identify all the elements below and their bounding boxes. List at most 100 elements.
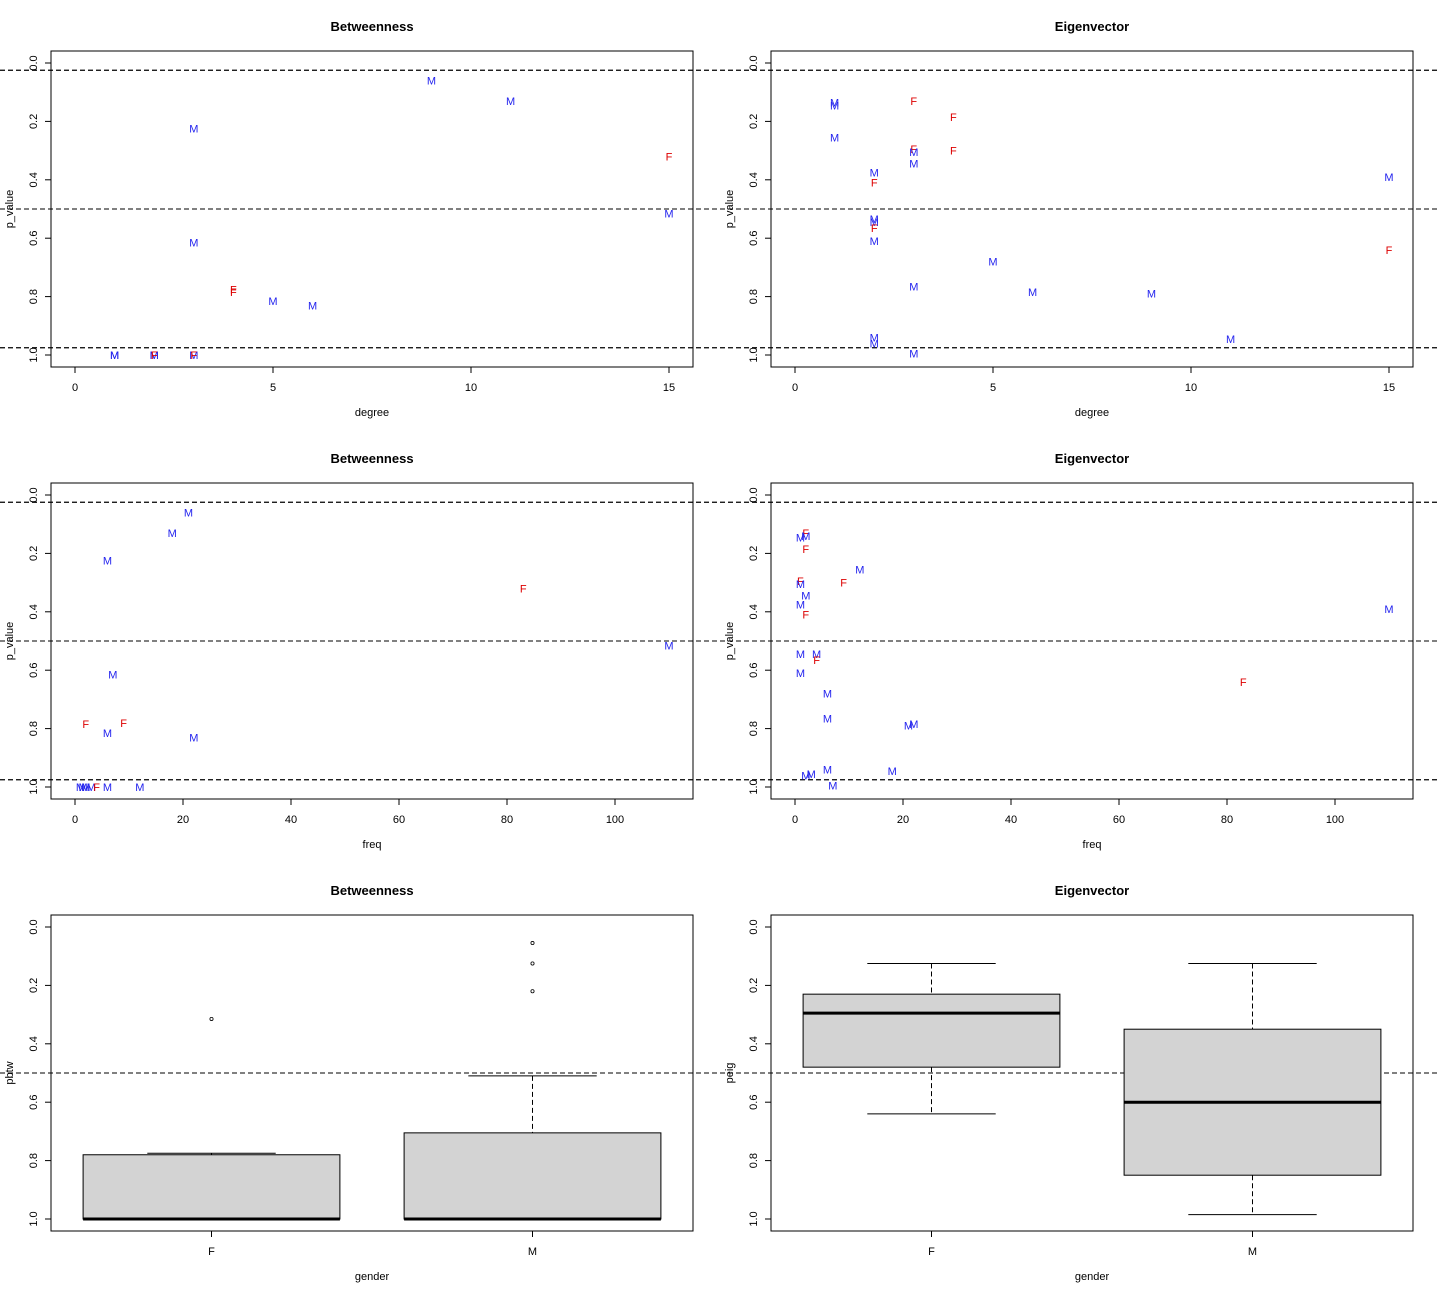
data-point-M: M [870,236,879,248]
chart-title: Eigenvector [1055,883,1129,898]
data-point-M: M [888,766,897,778]
x-tick-label: M [528,1246,537,1258]
y-tick-label: 1.0 [748,347,760,362]
data-point-M: M [909,349,918,361]
panel-3: Betweennessfreqp_value0.00.20.40.60.81.0… [0,451,1440,851]
y-tick-label: 0.4 [748,1036,760,1051]
data-point-M: M [807,769,816,781]
x-tick-label: 20 [897,814,909,826]
x-tick-label: M [1248,1246,1257,1258]
data-point-F: F [666,151,673,163]
data-point-M: M [830,100,839,112]
data-point-M: M [855,564,864,576]
y-tick-label: 0.8 [748,1153,760,1168]
y-tick-label: 0.6 [28,231,40,246]
data-point-F: F [1386,245,1393,257]
data-point-F: F [120,718,127,730]
x-tick-label: 10 [465,382,477,394]
panel-2: Eigenvectordegreep_value0.00.20.40.60.81… [0,19,1440,419]
data-point-M: M [870,168,879,180]
y-tick-label: 0.8 [748,721,760,736]
x-axis-label: freq [1083,839,1102,851]
y-axis: 0.0 0.2 0.4 0.6 0.8 1.0 [748,55,771,363]
x-axis: 0 20 40 60 80 100 [792,799,1344,826]
x-tick-label: 15 [663,382,675,394]
data-point-M: M [268,296,277,308]
data-point-M: M [664,208,673,220]
data-point-M: M [87,782,96,794]
data-point-M: M [506,96,515,108]
y-axis: 0.0 0.2 0.4 0.6 0.8 1.0 [28,919,51,1227]
x-axis: 0 20 40 60 80 100 [72,799,624,826]
data-point-M: M [909,159,918,171]
data-point-M: M [801,770,810,782]
y-tick-label: 0.0 [748,55,760,70]
y-tick-label: 0.0 [28,487,40,502]
data-point-F: F [802,610,809,622]
chart-title: Eigenvector [1055,19,1129,34]
data-point-M: M [664,640,673,652]
data-point-M: M [103,556,112,568]
data-point-M: M [308,300,317,312]
x-tick-label: 10 [1185,382,1197,394]
y-tick-label: 0.4 [748,172,760,187]
data-point-M: M [796,579,805,591]
data-point-M: M [823,713,832,725]
data-point-M: M [812,649,821,661]
data-point-M: M [1384,172,1393,184]
data-point-F: F [1240,677,1247,689]
y-tick-label: 0.2 [748,114,760,129]
x-tick-label: 0 [72,382,78,394]
y-axis: 0.0 0.2 0.4 0.6 0.8 1.0 [28,55,51,363]
x-axis-label: gender [1075,1271,1110,1283]
data-point-M: M [189,124,198,136]
data-point-M: M [830,97,839,109]
y-tick-label: 0.0 [748,919,760,934]
data-point-F: F [151,350,158,362]
x-tick-label: 5 [990,382,996,394]
data-point-F: F [520,583,527,595]
data-point-F: F [910,144,917,156]
chart-title: Eigenvector [1055,451,1129,466]
data-point-F: F [871,223,878,235]
data-point-F: F [802,544,809,556]
data-point-M: M [103,782,112,794]
chart-title: Betweenness [330,883,413,898]
chart-title: Betweenness [330,19,413,34]
y-tick-label: 0.6 [28,663,40,678]
outlier [530,989,535,994]
data-point-M: M [427,76,436,88]
data-point-M: M [796,600,805,612]
y-tick-label: 0.6 [748,663,760,678]
data-point-F: F [797,576,804,588]
y-tick-label: 0.0 [748,487,760,502]
x-tick-label: 15 [1383,382,1395,394]
data-point-M: M [81,782,90,794]
data-point-M: M [870,338,879,350]
x-tick-label: F [928,1246,935,1258]
data-point-M: M [904,721,913,733]
panel-6: Eigenvectorgenderpeig0.00.20.40.60.81.0F… [0,883,1440,1283]
outlier [209,1016,214,1021]
data-point-M: M [108,670,117,682]
data-point-M: M [76,782,85,794]
x-tick-label: 0 [72,814,78,826]
y-tick-label: 0.8 [28,289,40,304]
data-point-M: M [796,649,805,661]
data-point-M: M [110,350,119,362]
data-point-M: M [189,238,198,250]
data-point-F: F [230,287,237,299]
y-tick-label: 1.0 [748,779,760,794]
x-tick-label: 80 [501,814,513,826]
outlier [530,961,535,966]
y-tick-label: 1.0 [28,347,40,362]
data-point-F: F [802,528,809,540]
outlier [530,941,535,946]
y-axis: 0.0 0.2 0.4 0.6 0.8 1.0 [748,919,771,1227]
panel-4: Eigenvectorfreqp_value0.00.20.40.60.81.0… [0,451,1440,851]
x-tick-label: 60 [393,814,405,826]
y-tick-label: 0.2 [28,546,40,561]
